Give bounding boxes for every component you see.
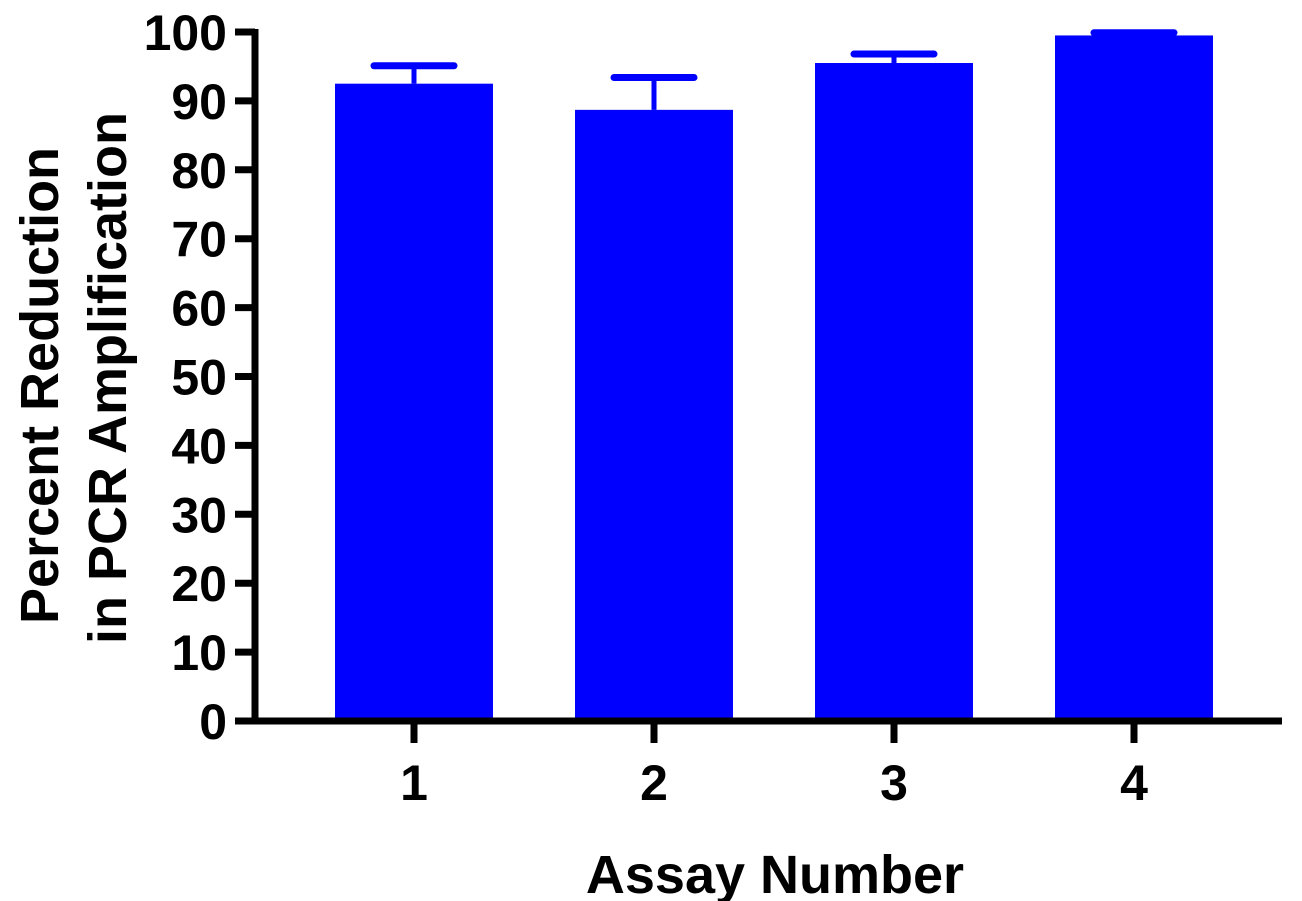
- y-tick-label-70: 70: [171, 212, 227, 268]
- y-axis-title-line-1: Percent Reduction: [10, 147, 70, 624]
- bars: [335, 35, 1213, 722]
- bar-1: [335, 83, 493, 722]
- y-tick-label-50: 50: [171, 350, 227, 406]
- axes: [235, 28, 1282, 743]
- y-tick-label-10: 10: [171, 625, 227, 681]
- y-tick-label-90: 90: [171, 74, 227, 130]
- y-tick-label-60: 60: [171, 281, 227, 337]
- x-tick-label-2: 2: [640, 755, 668, 811]
- y-tick-label-100: 100: [144, 5, 227, 61]
- y-tick-label-0: 0: [199, 694, 227, 750]
- y-tick-label-40: 40: [171, 418, 227, 474]
- bar-4: [1055, 35, 1213, 721]
- x-tick-label-1: 1: [400, 755, 428, 811]
- x-axis-title: Assay Number: [586, 845, 964, 901]
- y-tick-label-30: 30: [171, 487, 227, 543]
- bar-2: [575, 109, 733, 722]
- bar-3: [815, 63, 973, 721]
- y-tick-label-20: 20: [171, 556, 227, 612]
- y-axis-title-line-2: in PCR Amplification: [78, 112, 138, 644]
- y-axis-title: Percent Reduction in PCR Amplification: [10, 112, 138, 644]
- tick-labels: 0 10 20 30 40 50 60 70 80 90 100 1 2 3 4: [144, 5, 1149, 811]
- x-tick-label-4: 4: [1120, 755, 1148, 811]
- y-tick-label-80: 80: [171, 143, 227, 199]
- x-tick-label-3: 3: [880, 755, 908, 811]
- error-bars: [370, 29, 1178, 110]
